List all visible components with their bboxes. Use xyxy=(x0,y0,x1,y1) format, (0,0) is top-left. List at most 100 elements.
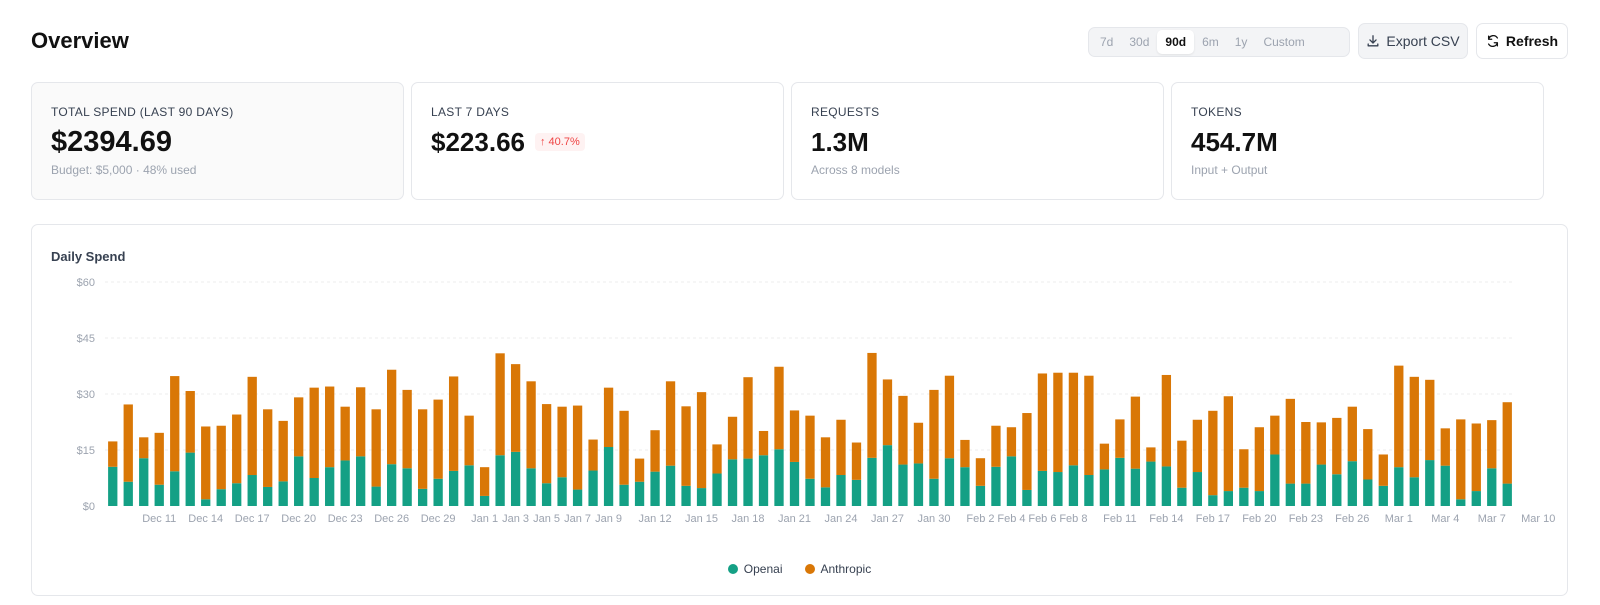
x-tick-label: Jan 30 xyxy=(917,513,950,525)
range-custom-button[interactable]: Custom xyxy=(1263,35,1305,49)
bar-anthropic xyxy=(820,437,831,488)
bar-openai xyxy=(1254,491,1264,506)
bar-openai xyxy=(510,451,521,506)
bar-anthropic xyxy=(247,376,257,476)
bar-anthropic xyxy=(417,409,428,489)
x-tick-label: Dec 23 xyxy=(328,513,363,525)
bar-openai xyxy=(851,479,862,506)
bar-anthropic xyxy=(1084,375,1094,476)
bar-openai xyxy=(495,455,505,506)
card-value: $223.66 xyxy=(431,127,525,157)
bar-openai xyxy=(479,495,490,506)
chart-title: Daily Spend xyxy=(51,249,126,264)
chart-legend: Openai Anthropic xyxy=(32,562,1567,576)
card-label: TOTAL SPEND (LAST 90 DAYS) xyxy=(51,105,234,119)
bar-anthropic xyxy=(867,352,877,458)
bar-anthropic xyxy=(696,392,707,489)
card-value-row: $223.66 ↑ 40.7% xyxy=(431,127,764,157)
bar-anthropic xyxy=(232,414,242,484)
bar-anthropic xyxy=(929,389,939,479)
bar-openai xyxy=(1053,472,1063,506)
range-30d-button[interactable]: 30d xyxy=(1129,35,1150,49)
x-tick-label: Jan 5 xyxy=(533,513,560,525)
bar-anthropic xyxy=(557,406,567,478)
bar-anthropic xyxy=(541,404,552,484)
bar-openai xyxy=(1084,475,1094,506)
card-label: REQUESTS xyxy=(811,105,880,119)
bar-anthropic xyxy=(1223,396,1233,492)
y-tick-label: $15 xyxy=(77,445,95,457)
bar-openai xyxy=(820,487,831,506)
bar-openai xyxy=(960,467,970,506)
bar-anthropic xyxy=(1502,402,1512,484)
bar-anthropic xyxy=(1239,449,1249,488)
export-csv-button[interactable]: Export CSV xyxy=(1358,23,1468,59)
x-tick-label: Jan 9 xyxy=(595,513,622,525)
refresh-label: Refresh xyxy=(1505,33,1559,49)
x-tick-label: Jan 7 xyxy=(564,513,591,525)
x-tick-label: Feb 26 xyxy=(1335,513,1369,525)
bar-openai xyxy=(448,470,459,506)
x-tick-label: Feb 8 xyxy=(1059,513,1087,525)
bar-anthropic xyxy=(371,409,381,487)
bar-openai xyxy=(712,473,722,506)
bar-anthropic xyxy=(898,395,908,465)
bar-anthropic xyxy=(278,420,288,482)
y-tick-label: $0 xyxy=(83,501,95,513)
bar-anthropic xyxy=(510,364,521,452)
bar-openai xyxy=(867,457,877,506)
x-tick-label: Feb 17 xyxy=(1196,513,1230,525)
bar-anthropic xyxy=(1037,373,1048,471)
bar-anthropic xyxy=(991,425,1001,467)
export-csv-label: Export CSV xyxy=(1386,33,1460,49)
bar-openai xyxy=(898,464,908,506)
x-tick-label: Mar 10 xyxy=(1521,513,1555,525)
bar-anthropic xyxy=(743,377,753,459)
range-6m-button[interactable]: 6m xyxy=(1202,35,1219,49)
bar-openai xyxy=(417,488,428,506)
bar-openai xyxy=(294,456,304,506)
range-7d-button[interactable]: 7d xyxy=(1100,35,1114,49)
bar-openai xyxy=(185,452,195,506)
bar-openai xyxy=(232,483,242,506)
refresh-button[interactable]: Refresh xyxy=(1476,23,1568,59)
bar-anthropic xyxy=(1270,415,1280,455)
bar-openai xyxy=(1115,457,1125,506)
range-90d-button[interactable]: 90d xyxy=(1157,30,1195,54)
x-tick-label: Mar 4 xyxy=(1431,513,1459,525)
bar-anthropic xyxy=(588,439,598,471)
x-tick-label: Feb 2 xyxy=(966,513,994,525)
bar-anthropic xyxy=(108,441,118,467)
card-value: 454.7M xyxy=(1191,127,1278,157)
daily-spend-chart-card: Daily Spend $0 $15 $30 $45 $60 Dec 11 Dec 14 De… xyxy=(31,224,1568,596)
bar-openai xyxy=(1006,456,1017,506)
tokens-card: TOKENS 454.7M Input + Output xyxy=(1171,82,1544,200)
bar-openai xyxy=(1378,485,1388,506)
bar-anthropic xyxy=(294,397,304,457)
bar-anthropic xyxy=(1146,447,1156,462)
bar-openai xyxy=(1208,495,1218,506)
bar-openai xyxy=(944,458,955,506)
bar-openai xyxy=(325,467,335,506)
bar-openai xyxy=(139,458,149,506)
bar-anthropic xyxy=(1177,440,1187,488)
bar-openai xyxy=(1192,472,1203,506)
bar-anthropic xyxy=(619,410,629,485)
legend-item-anthropic[interactable]: Anthropic xyxy=(804,562,871,576)
bar-openai xyxy=(433,478,443,506)
bar-anthropic xyxy=(1347,406,1357,462)
legend-item-openai[interactable]: Openai xyxy=(727,562,783,576)
card-label: LAST 7 DAYS xyxy=(431,105,510,119)
bar-openai xyxy=(805,478,815,506)
bar-anthropic xyxy=(309,387,319,478)
bar-anthropic xyxy=(1161,374,1172,467)
bar-openai xyxy=(789,461,800,506)
bar-anthropic xyxy=(495,353,505,456)
bar-openai xyxy=(603,447,614,506)
x-tick-label: Mar 1 xyxy=(1385,513,1413,525)
bar-anthropic xyxy=(650,430,660,472)
bar-openai xyxy=(1068,465,1079,506)
bar-anthropic xyxy=(263,409,273,487)
daily-spend-chart: $0 $15 $30 $45 $60 Dec 11 Dec 14 Dec 17 Dec 20 De… xyxy=(77,277,1556,525)
range-1y-button[interactable]: 1y xyxy=(1234,35,1248,49)
